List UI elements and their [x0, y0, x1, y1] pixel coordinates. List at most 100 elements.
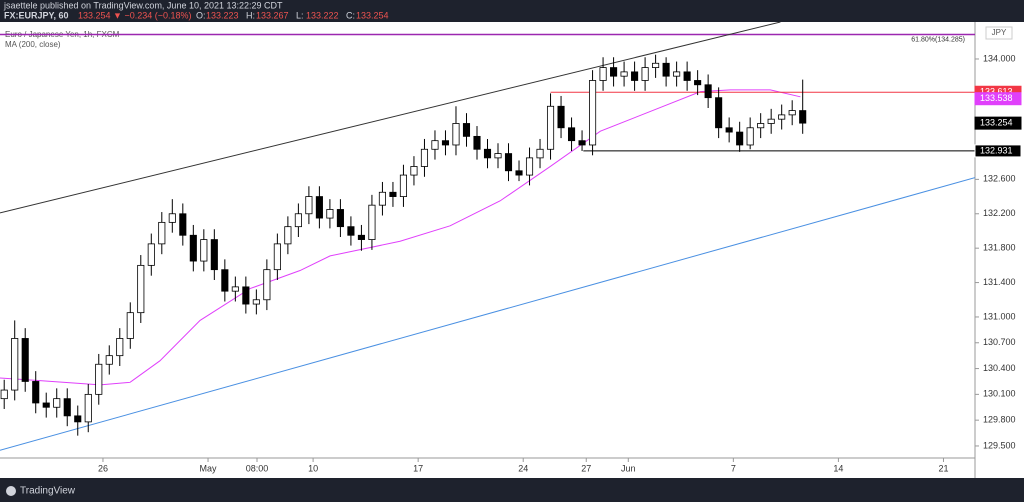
candle-body: [147, 243, 155, 266]
candle-body: [578, 140, 586, 146]
candle-body: [252, 299, 260, 305]
x-tick-label: 10: [308, 463, 318, 473]
publisher: jsaettele published on TradingView.com, …: [3, 0, 283, 10]
candle-body: [567, 127, 576, 142]
x-tick-label: 08:00: [246, 463, 269, 473]
candle-body: [95, 363, 103, 395]
price-tag-label: 133.538: [980, 93, 1013, 103]
x-tick-label: 27: [581, 463, 591, 473]
symbol: FX:EURJPY, 60: [4, 10, 69, 20]
y-tick-label: 130.100: [983, 389, 1016, 399]
trendline: [0, 22, 781, 214]
candle-body: [641, 67, 649, 81]
candle-body: [673, 71, 681, 77]
y-tick-label: 129.800: [983, 415, 1016, 425]
candle-body: [368, 204, 376, 240]
candle-body: [515, 170, 523, 176]
candle-body: [32, 381, 40, 404]
candle-body: [357, 234, 365, 240]
price-tag-label: 133.613: [980, 87, 1013, 97]
y-tick-label: 130.400: [983, 363, 1016, 373]
candle-body: [631, 71, 639, 81]
candle-body: [494, 153, 502, 159]
fib-label: 61.80%(134.285): [911, 36, 965, 43]
candle-body: [231, 286, 239, 292]
candle-body: [420, 148, 429, 167]
ohlc-label: O:: [196, 10, 206, 20]
logo: [6, 486, 16, 496]
price-tag: [974, 144, 1022, 158]
x-tick-label: 17: [413, 463, 423, 473]
candle-body: [473, 135, 481, 150]
x-tick-label: 21: [938, 463, 948, 473]
ohlc-value: 133.267: [256, 10, 289, 20]
price-tag-label: 133.254: [980, 118, 1013, 128]
candle-body: [11, 338, 19, 391]
y-tick-label: 131.400: [983, 277, 1016, 287]
candle-body: [200, 239, 208, 262]
candle-body: [441, 140, 450, 146]
candle-body: [326, 209, 334, 219]
x-tick-label: May: [200, 463, 218, 473]
ohlc-value: 133.254: [356, 10, 389, 20]
x-tick-label: 14: [833, 463, 843, 473]
y-tick-label: 131.000: [983, 311, 1016, 321]
candle-body: [137, 264, 145, 314]
candle-body: [483, 148, 492, 159]
candle-body: [347, 226, 355, 236]
candle-body: [105, 355, 113, 365]
candle-body: [536, 148, 544, 159]
currency: JPY: [992, 28, 1007, 37]
candle-body: [179, 213, 187, 236]
ohlc-value: 133.222: [306, 10, 339, 20]
y-tick-label: 130.700: [983, 337, 1016, 347]
currency-box: [985, 26, 1013, 40]
ohlc-label: L:: [296, 10, 304, 20]
candle-body: [662, 62, 670, 77]
candle-body: [273, 243, 281, 271]
ohlc-value: 133.223: [206, 10, 239, 20]
candle-body: [799, 110, 807, 124]
candle-body: [210, 239, 218, 271]
y-tick-label: 132.200: [983, 208, 1016, 218]
candle-body: [84, 393, 92, 423]
candle-body: [715, 97, 723, 129]
candle-body: [189, 234, 197, 262]
candle-body: [778, 114, 786, 120]
header-bar: [0, 0, 1024, 22]
trendline: [0, 177, 975, 451]
moving-average: [0, 89, 801, 386]
candle-body: [158, 221, 166, 245]
x-tick-label: 24: [518, 463, 528, 473]
ma-legend: MA (200, close): [5, 40, 61, 49]
candle-body: [736, 131, 744, 146]
candle-body: [694, 80, 702, 86]
ohlc-label: C:: [346, 10, 355, 20]
candle-body: [336, 209, 344, 228]
candle-body: [504, 153, 513, 172]
candle-body: [610, 67, 618, 77]
candle-body: [168, 213, 176, 223]
x-tick-label: Jun: [621, 463, 636, 473]
price-tag: [974, 116, 1022, 130]
x-tick-label: 7: [731, 463, 736, 473]
candle-body: [767, 118, 775, 124]
candle-body: [0, 389, 8, 400]
candle-body: [242, 286, 250, 305]
candle-body: [525, 157, 534, 176]
candle-body: [116, 338, 124, 357]
candle-body: [462, 123, 471, 137]
candle-body: [74, 415, 82, 423]
candle-body: [599, 67, 607, 81]
candle-body: [63, 398, 71, 417]
candle-body: [452, 123, 460, 146]
candle-body: [757, 123, 765, 129]
candle-body: [53, 398, 61, 408]
quote-change: 133.254 ▼ −0.234 (−0.18%): [78, 10, 192, 20]
footer-brand: TradingView: [20, 486, 76, 497]
price-tag-label: 132.931: [980, 145, 1013, 155]
y-tick-label: 129.500: [983, 440, 1016, 450]
plot-area: [0, 22, 975, 451]
candle-body: [126, 312, 134, 339]
